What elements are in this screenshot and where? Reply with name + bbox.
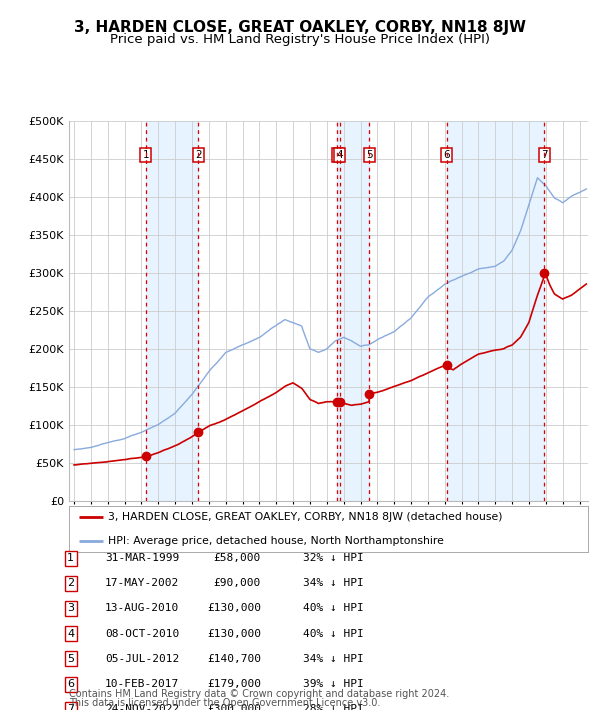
Text: £179,000: £179,000 [207,679,261,689]
Text: 05-JUL-2012: 05-JUL-2012 [105,654,179,664]
Text: 2: 2 [67,578,74,589]
Text: 31-MAR-1999: 31-MAR-1999 [105,553,179,563]
Text: £90,000: £90,000 [214,578,261,589]
Text: 5: 5 [366,150,373,160]
Text: 17-MAY-2002: 17-MAY-2002 [105,578,179,589]
Text: £140,700: £140,700 [207,654,261,664]
Text: 13-AUG-2010: 13-AUG-2010 [105,604,179,613]
Text: £58,000: £58,000 [214,553,261,563]
Text: 1: 1 [142,150,149,160]
Text: 2: 2 [195,150,202,160]
Text: HPI: Average price, detached house, North Northamptonshire: HPI: Average price, detached house, Nort… [108,535,444,546]
Text: 40% ↓ HPI: 40% ↓ HPI [303,628,364,639]
Text: 1: 1 [67,553,74,563]
Text: 28% ↓ HPI: 28% ↓ HPI [303,704,364,710]
Bar [337,121,369,501]
Text: 3: 3 [67,604,74,613]
Text: 39% ↓ HPI: 39% ↓ HPI [303,679,364,689]
Text: 7: 7 [541,150,548,160]
Text: £130,000: £130,000 [207,628,261,639]
Text: 10-FEB-2017: 10-FEB-2017 [105,679,179,689]
Text: This data is licensed under the Open Government Licence v3.0.: This data is licensed under the Open Gov… [69,698,380,708]
Text: 5: 5 [67,654,74,664]
Text: 7: 7 [67,704,74,710]
Text: 3: 3 [334,150,341,160]
Text: 32% ↓ HPI: 32% ↓ HPI [303,553,364,563]
Text: 24-NOV-2022: 24-NOV-2022 [105,704,179,710]
Text: 08-OCT-2010: 08-OCT-2010 [105,628,179,639]
Text: 6: 6 [67,679,74,689]
Text: 4: 4 [337,150,343,160]
Text: 40% ↓ HPI: 40% ↓ HPI [303,604,364,613]
Bar [146,121,199,501]
Text: 3, HARDEN CLOSE, GREAT OAKLEY, CORBY, NN18 8JW: 3, HARDEN CLOSE, GREAT OAKLEY, CORBY, NN… [74,20,526,35]
Text: 4: 4 [67,628,74,639]
Text: 34% ↓ HPI: 34% ↓ HPI [303,654,364,664]
Text: £300,000: £300,000 [207,704,261,710]
Bar [446,121,544,501]
Text: 34% ↓ HPI: 34% ↓ HPI [303,578,364,589]
Text: 3, HARDEN CLOSE, GREAT OAKLEY, CORBY, NN18 8JW (detached house): 3, HARDEN CLOSE, GREAT OAKLEY, CORBY, NN… [108,512,502,523]
Text: Price paid vs. HM Land Registry's House Price Index (HPI): Price paid vs. HM Land Registry's House … [110,33,490,46]
Text: Contains HM Land Registry data © Crown copyright and database right 2024.: Contains HM Land Registry data © Crown c… [69,689,449,699]
Text: £130,000: £130,000 [207,604,261,613]
Text: 6: 6 [443,150,450,160]
